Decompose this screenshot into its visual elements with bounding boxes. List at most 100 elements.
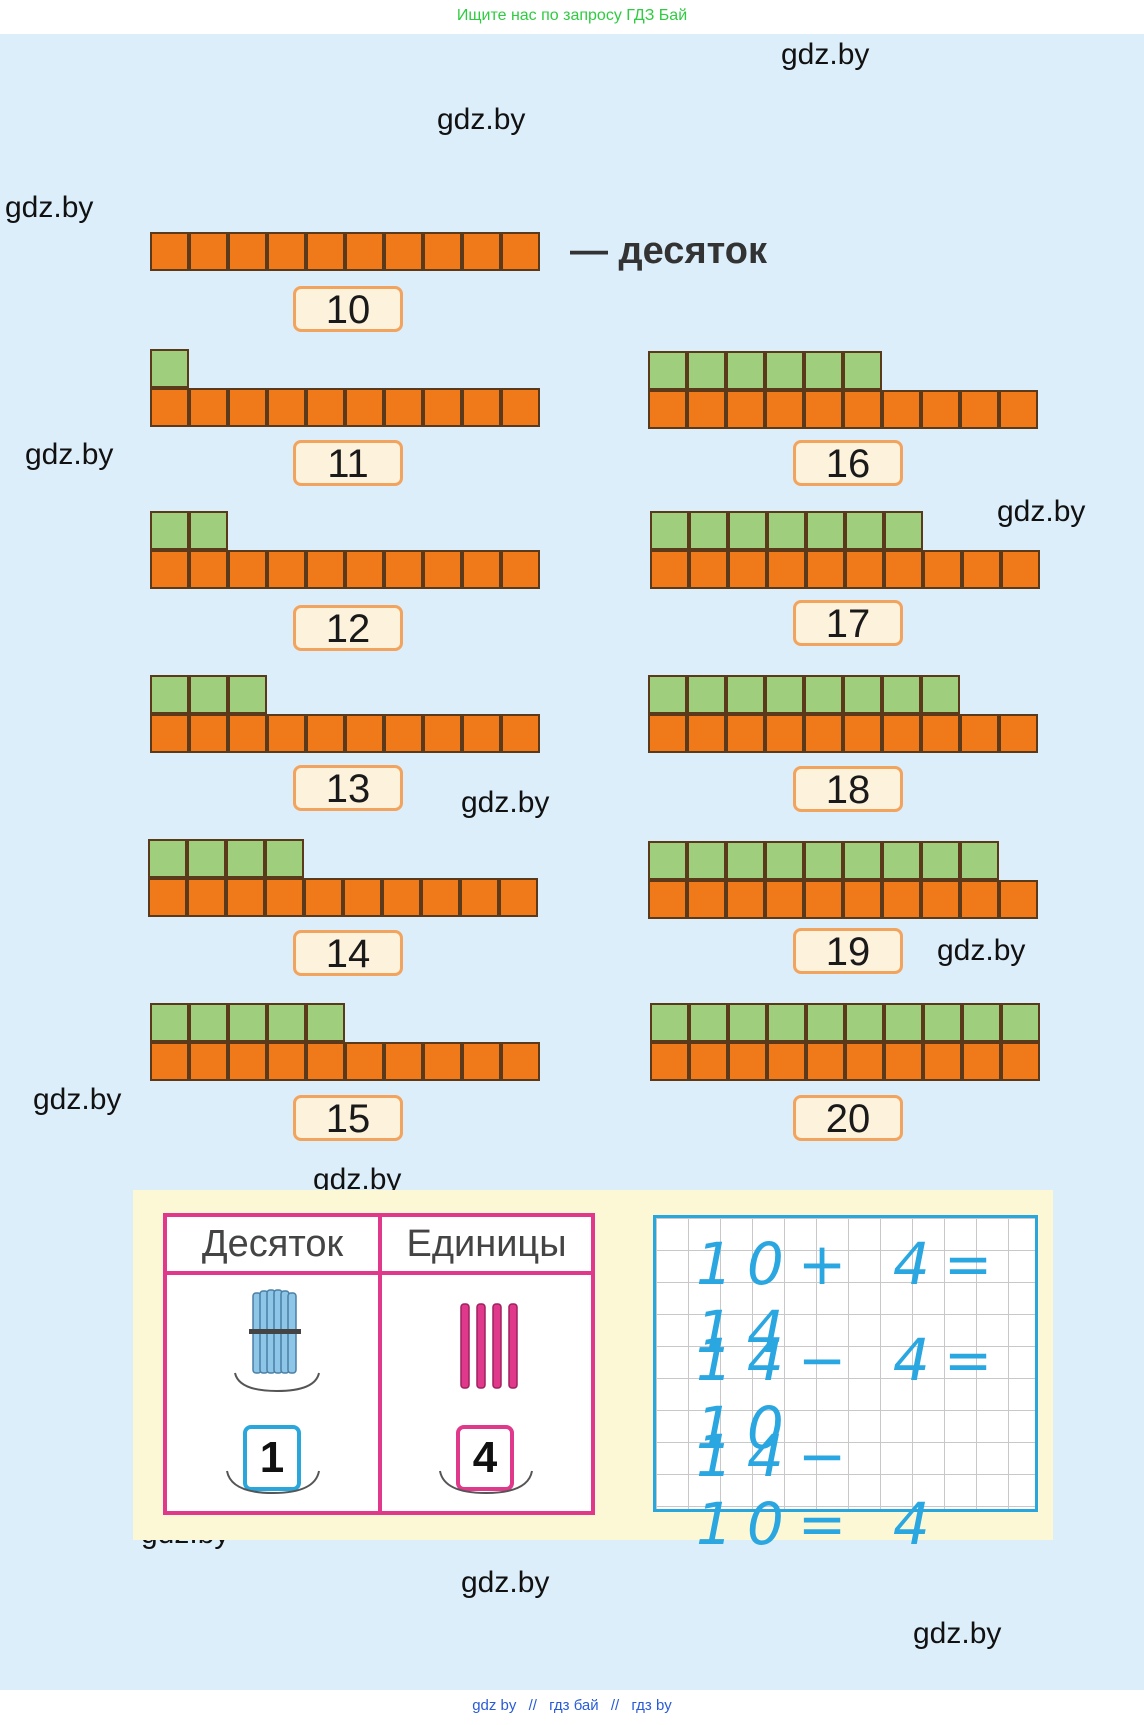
unit-block-cell (228, 675, 267, 714)
number-box-15: 15 (293, 1095, 403, 1141)
ten-block-cell (687, 880, 726, 919)
ten-block-cell (304, 878, 343, 917)
ten-block-cell (267, 1042, 306, 1081)
ten-block-cell (423, 388, 462, 427)
ten-block-cell (765, 880, 804, 919)
number-box-17: 17 (793, 600, 903, 646)
unit-block-cell (804, 841, 843, 880)
unit-block-cell (804, 351, 843, 390)
ten-block-cell (765, 390, 804, 429)
ten-block-cell (384, 1042, 423, 1081)
watermark: gdz.by (997, 495, 1086, 528)
ten-block-cell (501, 388, 540, 427)
ten-block-cell (648, 880, 687, 919)
ten-block-cell (921, 714, 960, 753)
ten-block-cell (728, 1042, 767, 1081)
unit-block-cell (189, 675, 228, 714)
unit-block-cell (306, 1003, 345, 1042)
ten-block-cell (306, 550, 345, 589)
unit-block-cell (228, 1003, 267, 1042)
unit-block-cell (962, 1003, 1001, 1042)
ten-block-cell (767, 1042, 806, 1081)
watermark: gdz.by (437, 103, 526, 136)
equation-2: 14− 4= 10 (696, 1326, 1007, 1462)
ten-block-cell (150, 550, 189, 589)
unit-block-cell (687, 675, 726, 714)
ten-block-cell (306, 388, 345, 427)
unit-block-cell (884, 511, 923, 550)
unit-block-cell (150, 511, 189, 550)
unit-block-cell (845, 1003, 884, 1042)
ten-block-cell (462, 388, 501, 427)
number-box-11: 11 (293, 440, 403, 486)
stick-bundle-icon (234, 1289, 320, 1393)
watermark: gdz.by (781, 38, 870, 71)
unit-block-cell (687, 351, 726, 390)
ten-block-cell (345, 388, 384, 427)
footer-link-3[interactable]: гдз by (631, 1697, 672, 1714)
unit-block-cell (148, 839, 187, 878)
unit-block-cell (728, 1003, 767, 1042)
unit-block-cell (843, 351, 882, 390)
ten-block-cell (648, 714, 687, 753)
ten-block-cell (148, 878, 187, 917)
watermark: gdz.by (937, 934, 1026, 967)
ten-block-cell (962, 550, 1001, 589)
search-hint-link[interactable]: Ищите нас по запросу ГДЗ Бай (456, 7, 688, 24)
unit-block-cell (189, 1003, 228, 1042)
units-header: Единицы (382, 1217, 591, 1275)
ten-block-cell (806, 550, 845, 589)
unit-block-cell (150, 1003, 189, 1042)
footer-link-2[interactable]: гдз бай (549, 1697, 599, 1714)
ten-block-cell (843, 880, 882, 919)
ten-block-cell (228, 1042, 267, 1081)
unit-block-cell (648, 841, 687, 880)
ten-block-cell (501, 714, 540, 753)
unit-block-cell (726, 351, 765, 390)
ten-block-cell (265, 878, 304, 917)
ten-block-cell (687, 714, 726, 753)
ten-block-cell (843, 390, 882, 429)
ten-block-cell (462, 714, 501, 753)
watermark: gdz.by (461, 1566, 550, 1599)
ten-block-cell (726, 714, 765, 753)
ten-block-cell (306, 714, 345, 753)
unit-block-cell (226, 839, 265, 878)
ten-block-cell (423, 550, 462, 589)
unit-block-cell (921, 841, 960, 880)
footer-link-1[interactable]: gdz by (472, 1697, 517, 1714)
unit-block-cell (765, 841, 804, 880)
ten-block-cell (804, 880, 843, 919)
ten-block-cell (923, 550, 962, 589)
ten-block-cell (343, 878, 382, 917)
unit-block-cell (689, 511, 728, 550)
unit-block-cell (765, 675, 804, 714)
watermark: gdz.by (33, 1083, 122, 1116)
unit-block-cell (806, 511, 845, 550)
ten-block-cell (845, 550, 884, 589)
ten-block-cell (150, 1042, 189, 1081)
ten-block-cell (921, 880, 960, 919)
ten-block-cell (189, 1042, 228, 1081)
ten-block-cell (267, 550, 306, 589)
ten-block-cell (999, 390, 1038, 429)
ten-block-cell (501, 232, 540, 271)
number-box-16: 16 (793, 440, 903, 486)
ten-block-cell (501, 550, 540, 589)
unit-block-cell (726, 841, 765, 880)
unit-block-cell (150, 349, 189, 388)
ten-block-cell (226, 878, 265, 917)
ten-block-cell (1001, 550, 1040, 589)
ten-block-cell (267, 388, 306, 427)
unit-block-cell (806, 1003, 845, 1042)
unit-block-cell (923, 1003, 962, 1042)
units-value-box: 4 (456, 1425, 514, 1491)
watermark: gdz.by (913, 1617, 1002, 1650)
ten-block-cell (384, 550, 423, 589)
unit-block-cell (1001, 1003, 1040, 1042)
equation-grid: 10+ 4= 14 14− 4= 10 14− 10= 4 (653, 1215, 1038, 1558)
ten-block-cell (189, 550, 228, 589)
unit-block-cell (150, 675, 189, 714)
ten-block-cell (650, 1042, 689, 1081)
ten-block-cell (804, 714, 843, 753)
